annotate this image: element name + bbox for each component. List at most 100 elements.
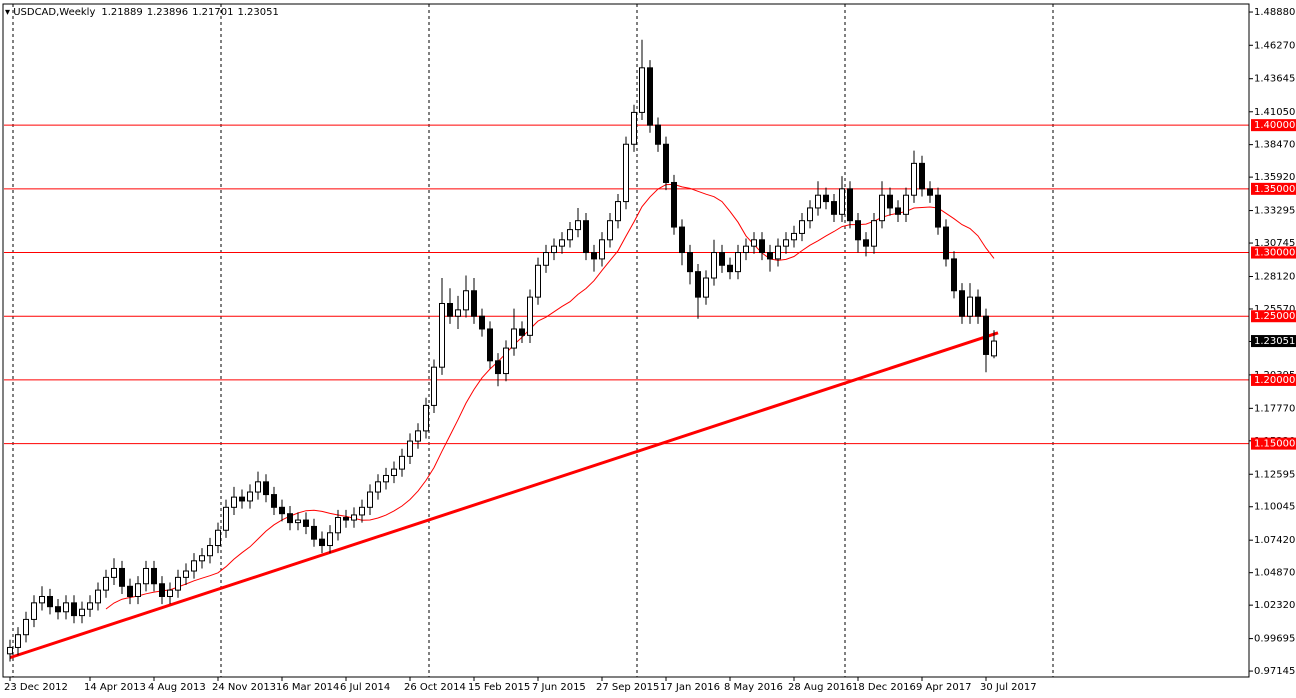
candle-body	[415, 430, 421, 442]
candle-body	[39, 595, 45, 604]
candle-body	[55, 606, 61, 613]
y-tick-label: 1.33295	[1254, 206, 1295, 217]
menu-arrow: ▾	[5, 7, 13, 18]
candle-body	[695, 271, 701, 298]
x-tick-label: 14 Apr 2013	[84, 682, 146, 693]
y-tick-label: 1.04870	[1254, 568, 1295, 579]
candle-body	[719, 252, 725, 266]
candle-body	[15, 634, 21, 648]
candle-body	[583, 220, 589, 254]
candle-body	[79, 608, 85, 617]
y-tick-label: 1.07420	[1254, 535, 1295, 546]
level-tag	[1251, 373, 1296, 386]
candle-body	[879, 194, 885, 222]
candle-body	[319, 538, 325, 547]
candle-body	[615, 201, 621, 222]
candle-body	[527, 296, 533, 336]
candle-body	[639, 67, 645, 113]
candle-body	[575, 220, 581, 231]
candle-body	[311, 525, 317, 540]
y-tick-label: 1.25570	[1254, 304, 1295, 315]
candle-body	[671, 181, 677, 228]
candle-body	[655, 124, 661, 145]
candle-body	[407, 440, 413, 457]
candle-body	[775, 245, 781, 260]
candle-body	[367, 491, 373, 508]
candle-body	[847, 188, 853, 222]
y-tick-label: 1.02320	[1254, 600, 1295, 611]
y-tick-label: 1.28120	[1254, 271, 1295, 282]
x-tick-label: 8 May 2016	[724, 682, 783, 693]
candle-body	[127, 585, 133, 597]
high-value: 1.23896	[147, 7, 188, 18]
x-tick-label: 24 Nov 2013	[212, 682, 276, 693]
y-tick-label: 1.35920	[1254, 172, 1295, 183]
candle-body	[783, 239, 789, 247]
level-label: 1.30000	[1254, 248, 1295, 259]
candle-body	[855, 220, 861, 241]
candle-body	[471, 290, 477, 317]
y-tick-label: 1.10045	[1254, 502, 1295, 513]
candle-body	[703, 277, 709, 298]
candle-body	[391, 468, 397, 476]
candle-body	[239, 496, 245, 502]
y-tick-label: 1.41050	[1254, 107, 1295, 118]
open-value: 1.21889	[101, 7, 142, 18]
candle-body	[503, 347, 509, 375]
candle-body	[447, 302, 453, 317]
y-tick-label: 0.97145	[1254, 666, 1295, 677]
candle-body	[735, 252, 741, 273]
candle-body	[191, 560, 197, 572]
x-tick-label: 6 Jul 2014	[340, 682, 390, 693]
candle-body	[215, 529, 221, 547]
low-value: 1.21701	[192, 7, 233, 18]
level-label: 1.35000	[1254, 184, 1295, 195]
x-tick-label: 9 Apr 2017	[916, 682, 971, 693]
x-tick-label: 23 Dec 2012	[4, 682, 68, 693]
candle-body	[199, 555, 205, 562]
candle-body	[895, 207, 901, 215]
candle-body	[911, 162, 917, 196]
candle-body	[511, 328, 517, 349]
candle-body	[247, 491, 253, 502]
y-tick-label: 1.48880	[1254, 7, 1295, 18]
candle-body	[519, 328, 525, 336]
candle-body	[119, 567, 125, 587]
candle-body	[975, 296, 981, 317]
candle-body	[863, 239, 869, 247]
candle-body	[439, 302, 445, 368]
candle-body	[31, 602, 37, 620]
candle-body	[375, 481, 381, 493]
candle-body	[919, 162, 925, 190]
candle-body	[103, 576, 109, 591]
candle-body	[959, 290, 965, 317]
candle-body	[807, 207, 813, 222]
candle-body	[495, 360, 501, 375]
candle-body	[751, 239, 757, 247]
close-value: 1.23051	[237, 7, 278, 18]
y-tick-label: 1.12595	[1254, 469, 1295, 480]
candle-body	[687, 252, 693, 273]
level-label: 1.25000	[1254, 311, 1295, 322]
candle-body	[455, 309, 461, 317]
candle-body	[335, 517, 341, 534]
candle-body	[679, 226, 685, 254]
x-tick-label: 28 Aug 2016	[788, 682, 852, 693]
level-label: 1.20000	[1254, 375, 1295, 386]
candle-body	[647, 67, 653, 126]
candle-body	[95, 589, 101, 604]
candle-body	[63, 602, 69, 613]
level-tag	[1251, 437, 1296, 450]
x-tick-label: 27 Sep 2015	[596, 682, 659, 693]
candle-body	[143, 567, 149, 585]
candle-body	[479, 315, 485, 330]
candle-body	[343, 517, 349, 521]
candle-body	[935, 194, 941, 228]
candle-body	[231, 496, 237, 508]
candle-body	[767, 252, 773, 260]
candle-body	[111, 567, 117, 578]
plot-layer	[4, 4, 1249, 677]
candle-body	[359, 506, 365, 516]
candle-body	[543, 252, 549, 266]
